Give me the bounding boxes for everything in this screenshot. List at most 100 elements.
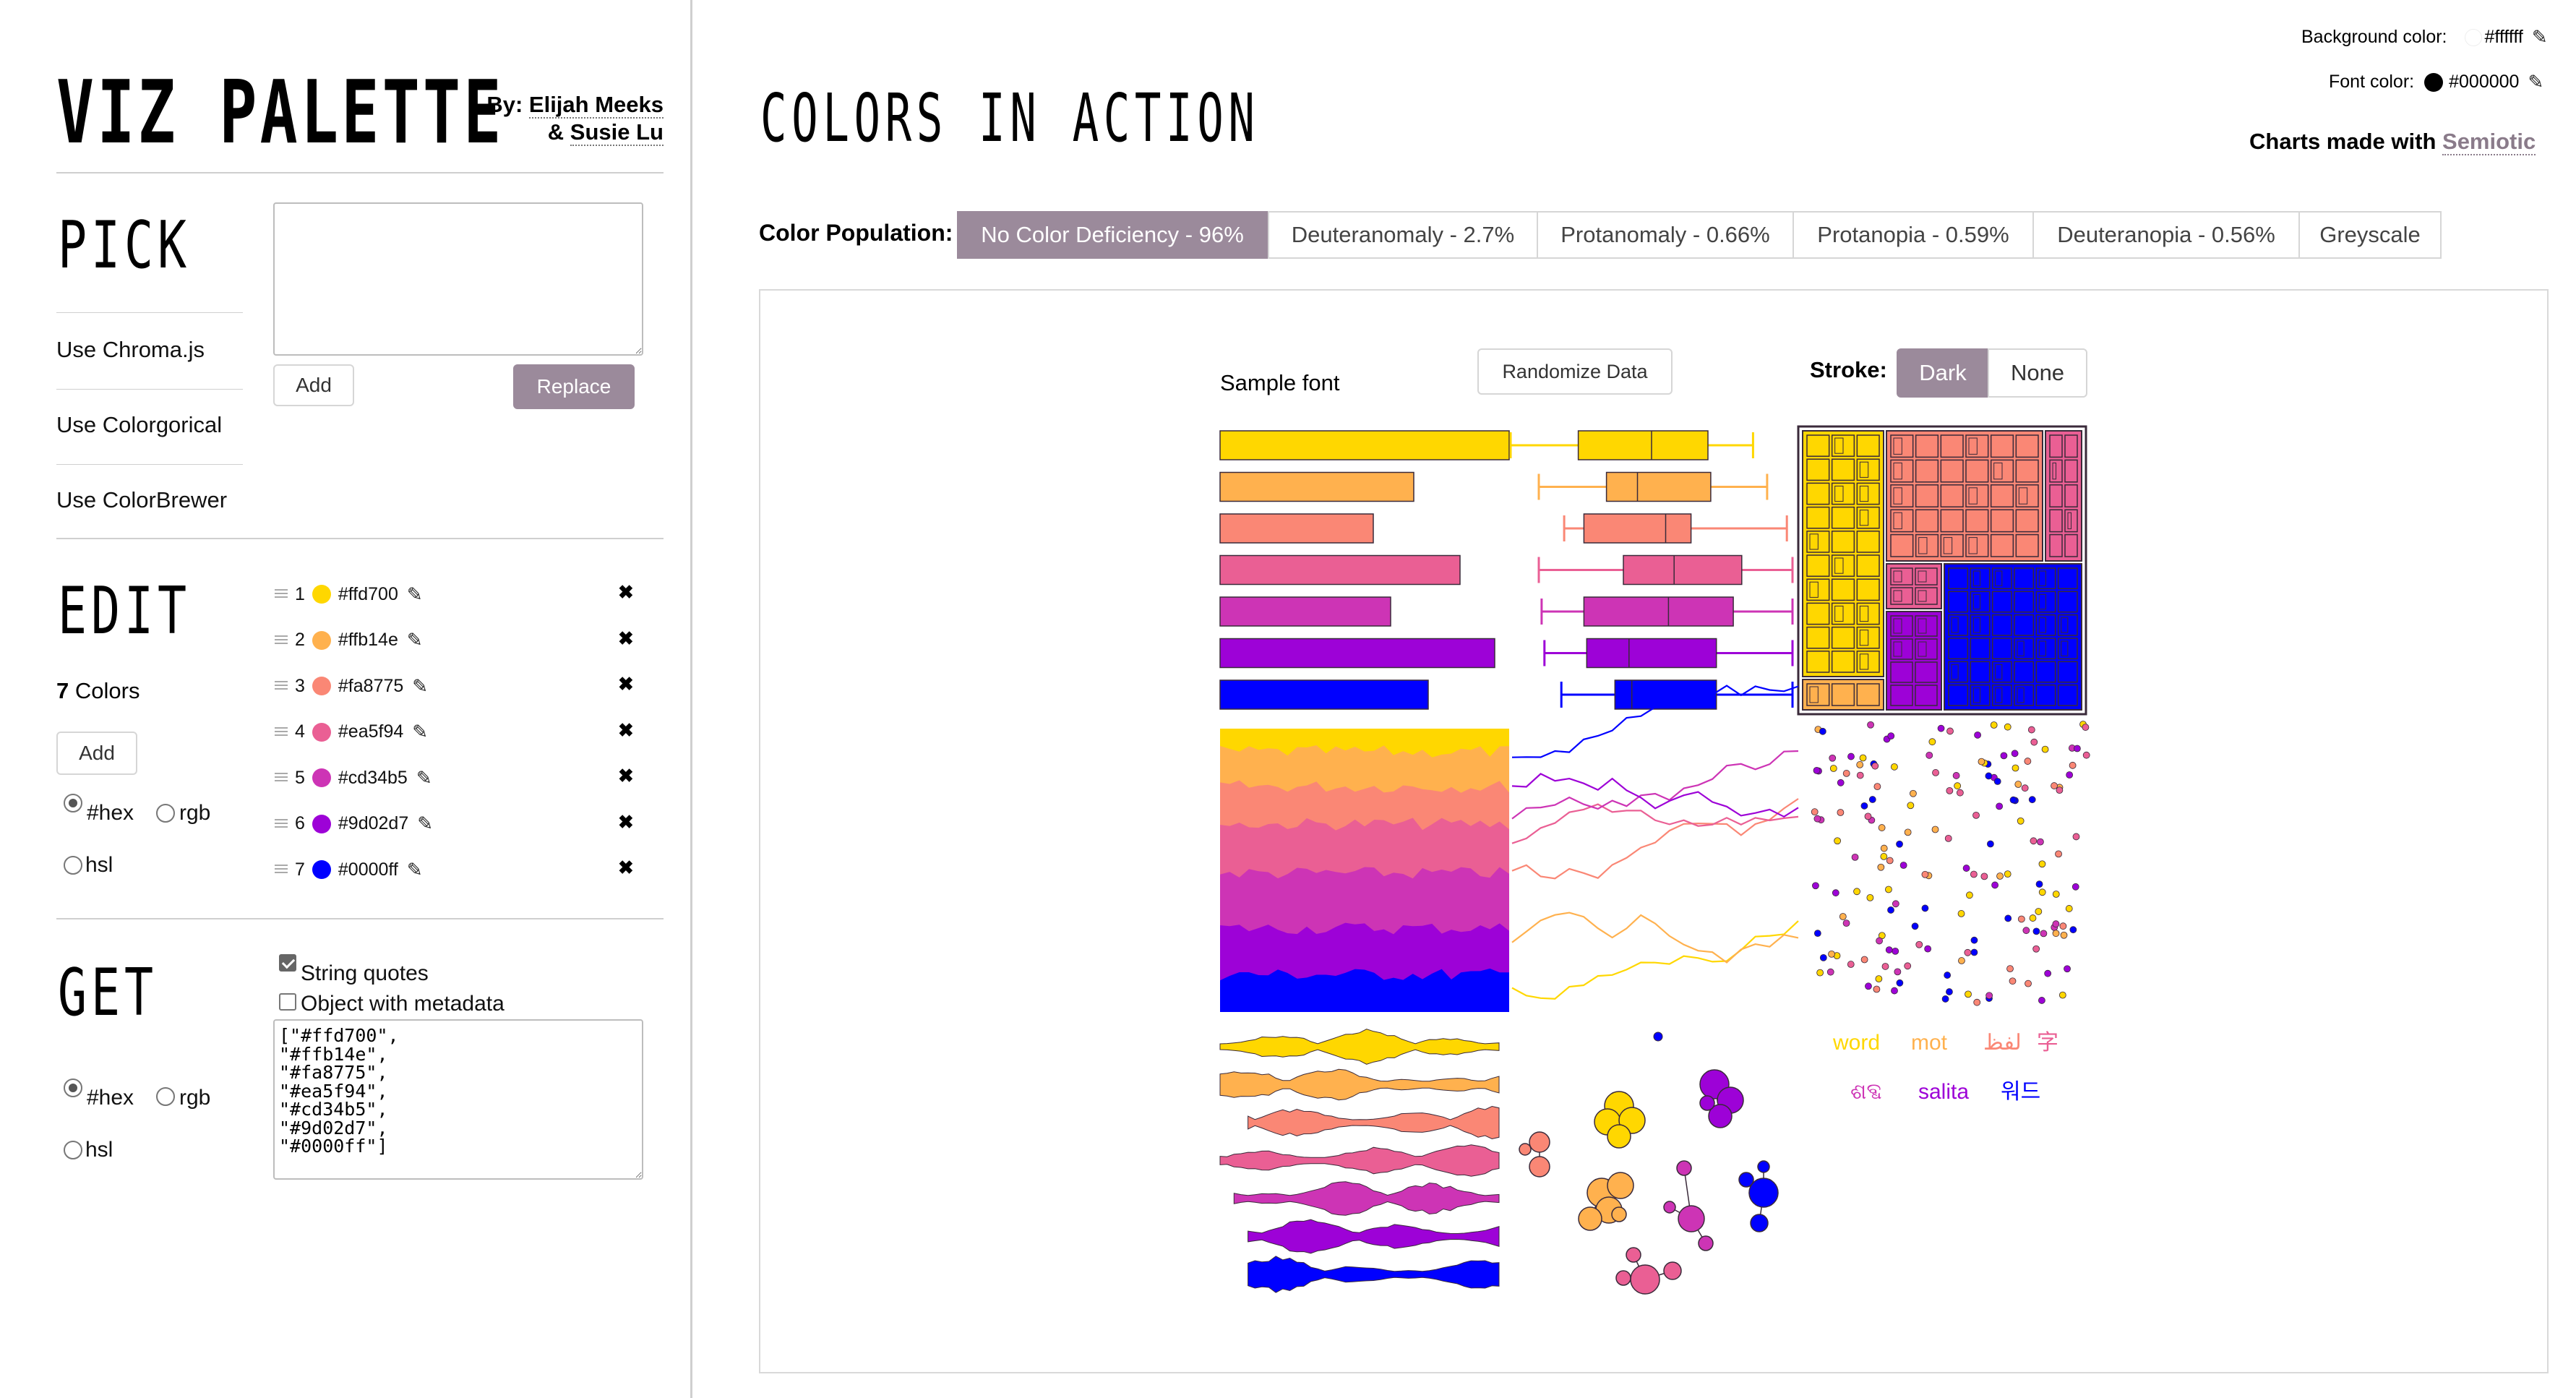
- scatter-point: [2017, 817, 2025, 825]
- color-swatch[interactable]: [312, 860, 331, 879]
- edit-radio-hsl[interactable]: [64, 856, 82, 875]
- network-node: [1607, 1172, 1634, 1199]
- edit-pencil-icon[interactable]: ✎: [406, 858, 423, 880]
- remove-color-icon[interactable]: ✖: [618, 719, 634, 741]
- scatter-point: [1847, 752, 1855, 760]
- remove-color-icon[interactable]: ✖: [618, 581, 634, 603]
- treemap-subcell: [1809, 686, 1819, 703]
- get-radio-rgb[interactable]: [156, 1087, 175, 1106]
- color-swatch[interactable]: [312, 677, 331, 695]
- bar-2: [1219, 471, 1414, 502]
- pick-add-button[interactable]: Add: [273, 364, 354, 406]
- stroke-label: Stroke:: [1810, 357, 1887, 382]
- color-hex: #9d02d7: [338, 813, 409, 833]
- treemap-cell: [1831, 578, 1855, 601]
- edit-radio-hex[interactable]: [64, 794, 82, 812]
- color-count-label: Colors: [74, 678, 140, 703]
- color-swatch[interactable]: [312, 768, 331, 787]
- drag-handle-icon[interactable]: [275, 726, 288, 737]
- sample-word: salita: [1918, 1080, 1969, 1104]
- color-swatch[interactable]: [312, 585, 331, 604]
- stroke-dark-button[interactable]: Dark: [1897, 348, 1989, 398]
- edit-pencil-icon[interactable]: ✎: [406, 583, 423, 605]
- author-link-2[interactable]: Susie Lu: [570, 119, 664, 146]
- drag-handle-icon[interactable]: [275, 773, 288, 783]
- color-index: 3: [295, 675, 305, 696]
- divider: [56, 918, 664, 919]
- color-row[interactable]: 3 #fa8775 ✎: [275, 672, 428, 700]
- color-row[interactable]: 2 #ffb14e ✎: [275, 626, 423, 655]
- remove-color-icon[interactable]: ✖: [618, 627, 634, 649]
- treemap-cell: [2064, 459, 2078, 483]
- color-row[interactable]: 7 #0000ff ✎: [275, 855, 423, 884]
- edit-radio-rgb[interactable]: [156, 804, 175, 823]
- scatter-point: [2041, 745, 2049, 753]
- drag-handle-icon[interactable]: [275, 589, 288, 599]
- drag-handle-icon[interactable]: [275, 681, 288, 691]
- network-node: [1519, 1143, 1532, 1156]
- randomize-data-button[interactable]: Randomize Data: [1477, 348, 1673, 395]
- string-quotes-checkbox[interactable]: [279, 954, 296, 972]
- get-radio-hsl[interactable]: [64, 1141, 82, 1159]
- treemap-cell: [1806, 683, 1830, 706]
- scatter-point: [1892, 900, 1899, 908]
- color-row[interactable]: 4 #ea5f94 ✎: [275, 718, 428, 747]
- treemap-cell: [1940, 484, 1964, 507]
- page-title: COLORS IN ACTION: [760, 80, 1260, 157]
- tab-greyscale[interactable]: Greyscale: [2298, 211, 2442, 259]
- pick-colors-input[interactable]: [273, 202, 643, 356]
- scatter-point: [1990, 721, 1998, 729]
- edit-pencil-icon[interactable]: ✎: [412, 674, 429, 697]
- tab-protanomaly[interactable]: Protanomaly - 0.66%: [1537, 211, 1794, 259]
- remove-color-icon[interactable]: ✖: [618, 857, 634, 878]
- replace-button[interactable]: Replace: [513, 364, 635, 409]
- background-color-pencil-icon[interactable]: ✎: [2531, 26, 2548, 48]
- remove-color-icon[interactable]: ✖: [618, 673, 634, 695]
- scatter-point: [2022, 927, 2030, 935]
- edit-pencil-icon[interactable]: ✎: [412, 721, 429, 742]
- metadata-checkbox[interactable]: [279, 993, 296, 1011]
- edit-pencil-icon[interactable]: ✎: [417, 812, 434, 834]
- scatter-point: [1894, 968, 1902, 976]
- color-swatch[interactable]: [312, 630, 331, 650]
- drag-handle-icon[interactable]: [275, 818, 288, 829]
- treemap-cell: [1990, 459, 2014, 483]
- color-swatch[interactable]: [312, 722, 331, 742]
- get-radio-hex[interactable]: [64, 1078, 82, 1097]
- edit-add-button[interactable]: Add: [56, 732, 137, 775]
- use-colorgorical-link[interactable]: Use Colorgorical: [56, 412, 223, 437]
- network-node: [1738, 1172, 1754, 1188]
- scatter-point: [1993, 778, 2001, 785]
- drag-handle-icon[interactable]: [275, 635, 288, 646]
- color-swatch[interactable]: [312, 814, 331, 833]
- semiotic-link[interactable]: Semiotic: [2442, 129, 2536, 155]
- tab-deuteranopia[interactable]: Deuteranopia - 0.56%: [2032, 211, 2300, 259]
- use-colorbrewer-link[interactable]: Use ColorBrewer: [56, 487, 228, 513]
- color-row[interactable]: 5 #cd34b5 ✎: [275, 763, 432, 792]
- treemap-cell: [2015, 434, 2039, 458]
- treemap-subcell: [2038, 617, 2046, 633]
- color-row[interactable]: 6 #9d02d7 ✎: [275, 810, 433, 839]
- font-color-pencil-icon[interactable]: ✎: [2528, 71, 2544, 93]
- font-color-swatch[interactable]: [2424, 72, 2444, 92]
- scatter-point: [1965, 990, 1972, 998]
- author-link-1[interactable]: Elijah Meeks: [528, 92, 664, 119]
- edit-pencil-icon[interactable]: ✎: [416, 766, 432, 789]
- tab-no-deficiency[interactable]: No Color Deficiency - 96%: [957, 211, 1268, 259]
- tab-protanopia[interactable]: Protanopia - 0.59%: [1793, 211, 2034, 259]
- drag-handle-icon[interactable]: [275, 865, 288, 875]
- remove-color-icon[interactable]: ✖: [618, 765, 634, 786]
- output-textarea[interactable]: [273, 1019, 643, 1180]
- remove-color-icon[interactable]: ✖: [618, 810, 634, 833]
- color-row[interactable]: 1 #ffd700 ✎: [275, 580, 423, 609]
- use-chroma-link[interactable]: Use Chroma.js: [56, 337, 205, 362]
- scatter-point: [1868, 796, 1876, 803]
- stroke-none-button[interactable]: None: [1988, 348, 2087, 398]
- scatter-point: [1885, 885, 1892, 893]
- background-color-swatch[interactable]: [2464, 28, 2482, 46]
- edit-pencil-icon[interactable]: ✎: [406, 629, 423, 651]
- tab-deuteranomaly[interactable]: Deuteranomaly - 2.7%: [1268, 211, 1538, 259]
- scatter-point: [1829, 765, 1837, 772]
- network-node: [1676, 1160, 1692, 1176]
- scatter-point: [1907, 802, 1915, 810]
